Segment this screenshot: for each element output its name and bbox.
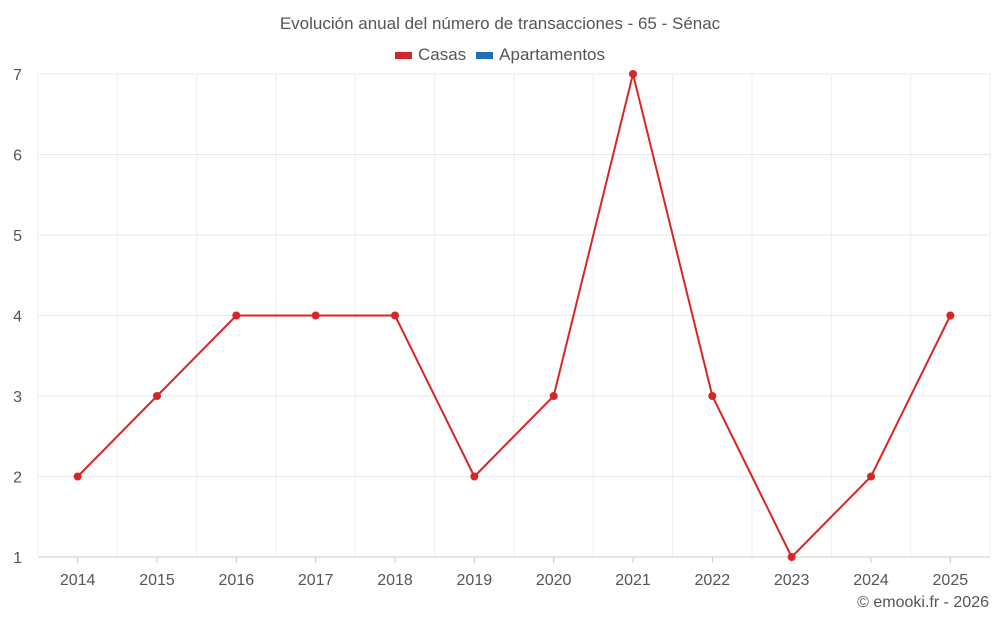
data-point [629, 70, 637, 78]
data-point [232, 311, 241, 320]
data-point [708, 392, 717, 400]
data-point [73, 472, 82, 481]
legend-swatch-casas [394, 51, 412, 59]
series-line-casas [76, 73, 952, 559]
x-tick-label: 2014 [60, 572, 96, 589]
data-point [391, 311, 399, 320]
data-point [787, 553, 796, 561]
y-tick-label: 1 [13, 550, 22, 567]
y-tick-label: 4 [13, 309, 22, 326]
data-point [153, 392, 161, 400]
legend-label-apartamentos: Apartamentos [499, 45, 606, 64]
legend-item-apartamentos[interactable]: Apartamentos [476, 45, 605, 65]
data-point [867, 472, 875, 481]
data-point [946, 311, 955, 320]
data-point [549, 392, 558, 400]
x-tick-label: 2023 [774, 572, 810, 589]
x-tick-label: 2020 [536, 572, 572, 589]
legend-item-casas[interactable]: Casas [394, 45, 467, 65]
x-tick-label: 2017 [298, 572, 334, 589]
x-tick-label: 2022 [695, 572, 731, 589]
x-tick-label: 2015 [139, 572, 175, 589]
x-tick-label: 2025 [933, 572, 969, 589]
x-tick-label: 2016 [219, 572, 255, 589]
data-point [470, 472, 479, 481]
legend-swatch-apartamentos [476, 51, 494, 59]
x-tick-label: 2018 [377, 572, 413, 589]
x-tick-label: 2024 [853, 572, 889, 589]
y-tick-label: 3 [13, 389, 22, 406]
y-tick-label: 2 [13, 470, 22, 487]
y-tick-label: 6 [13, 148, 22, 165]
x-tick-label: 2019 [457, 572, 493, 589]
data-point [311, 311, 320, 320]
legend-label-casas: Casas [417, 45, 467, 64]
x-tick-label: 2021 [615, 572, 651, 589]
y-tick-label: 5 [13, 228, 22, 245]
chart-title: Evolución anual del número de transaccio… [279, 14, 721, 33]
credit: © emooki.fr - 2026 [857, 594, 989, 611]
y-tick-label: 7 [13, 67, 22, 84]
legend: Casas Apartamentos [0, 45, 1000, 65]
